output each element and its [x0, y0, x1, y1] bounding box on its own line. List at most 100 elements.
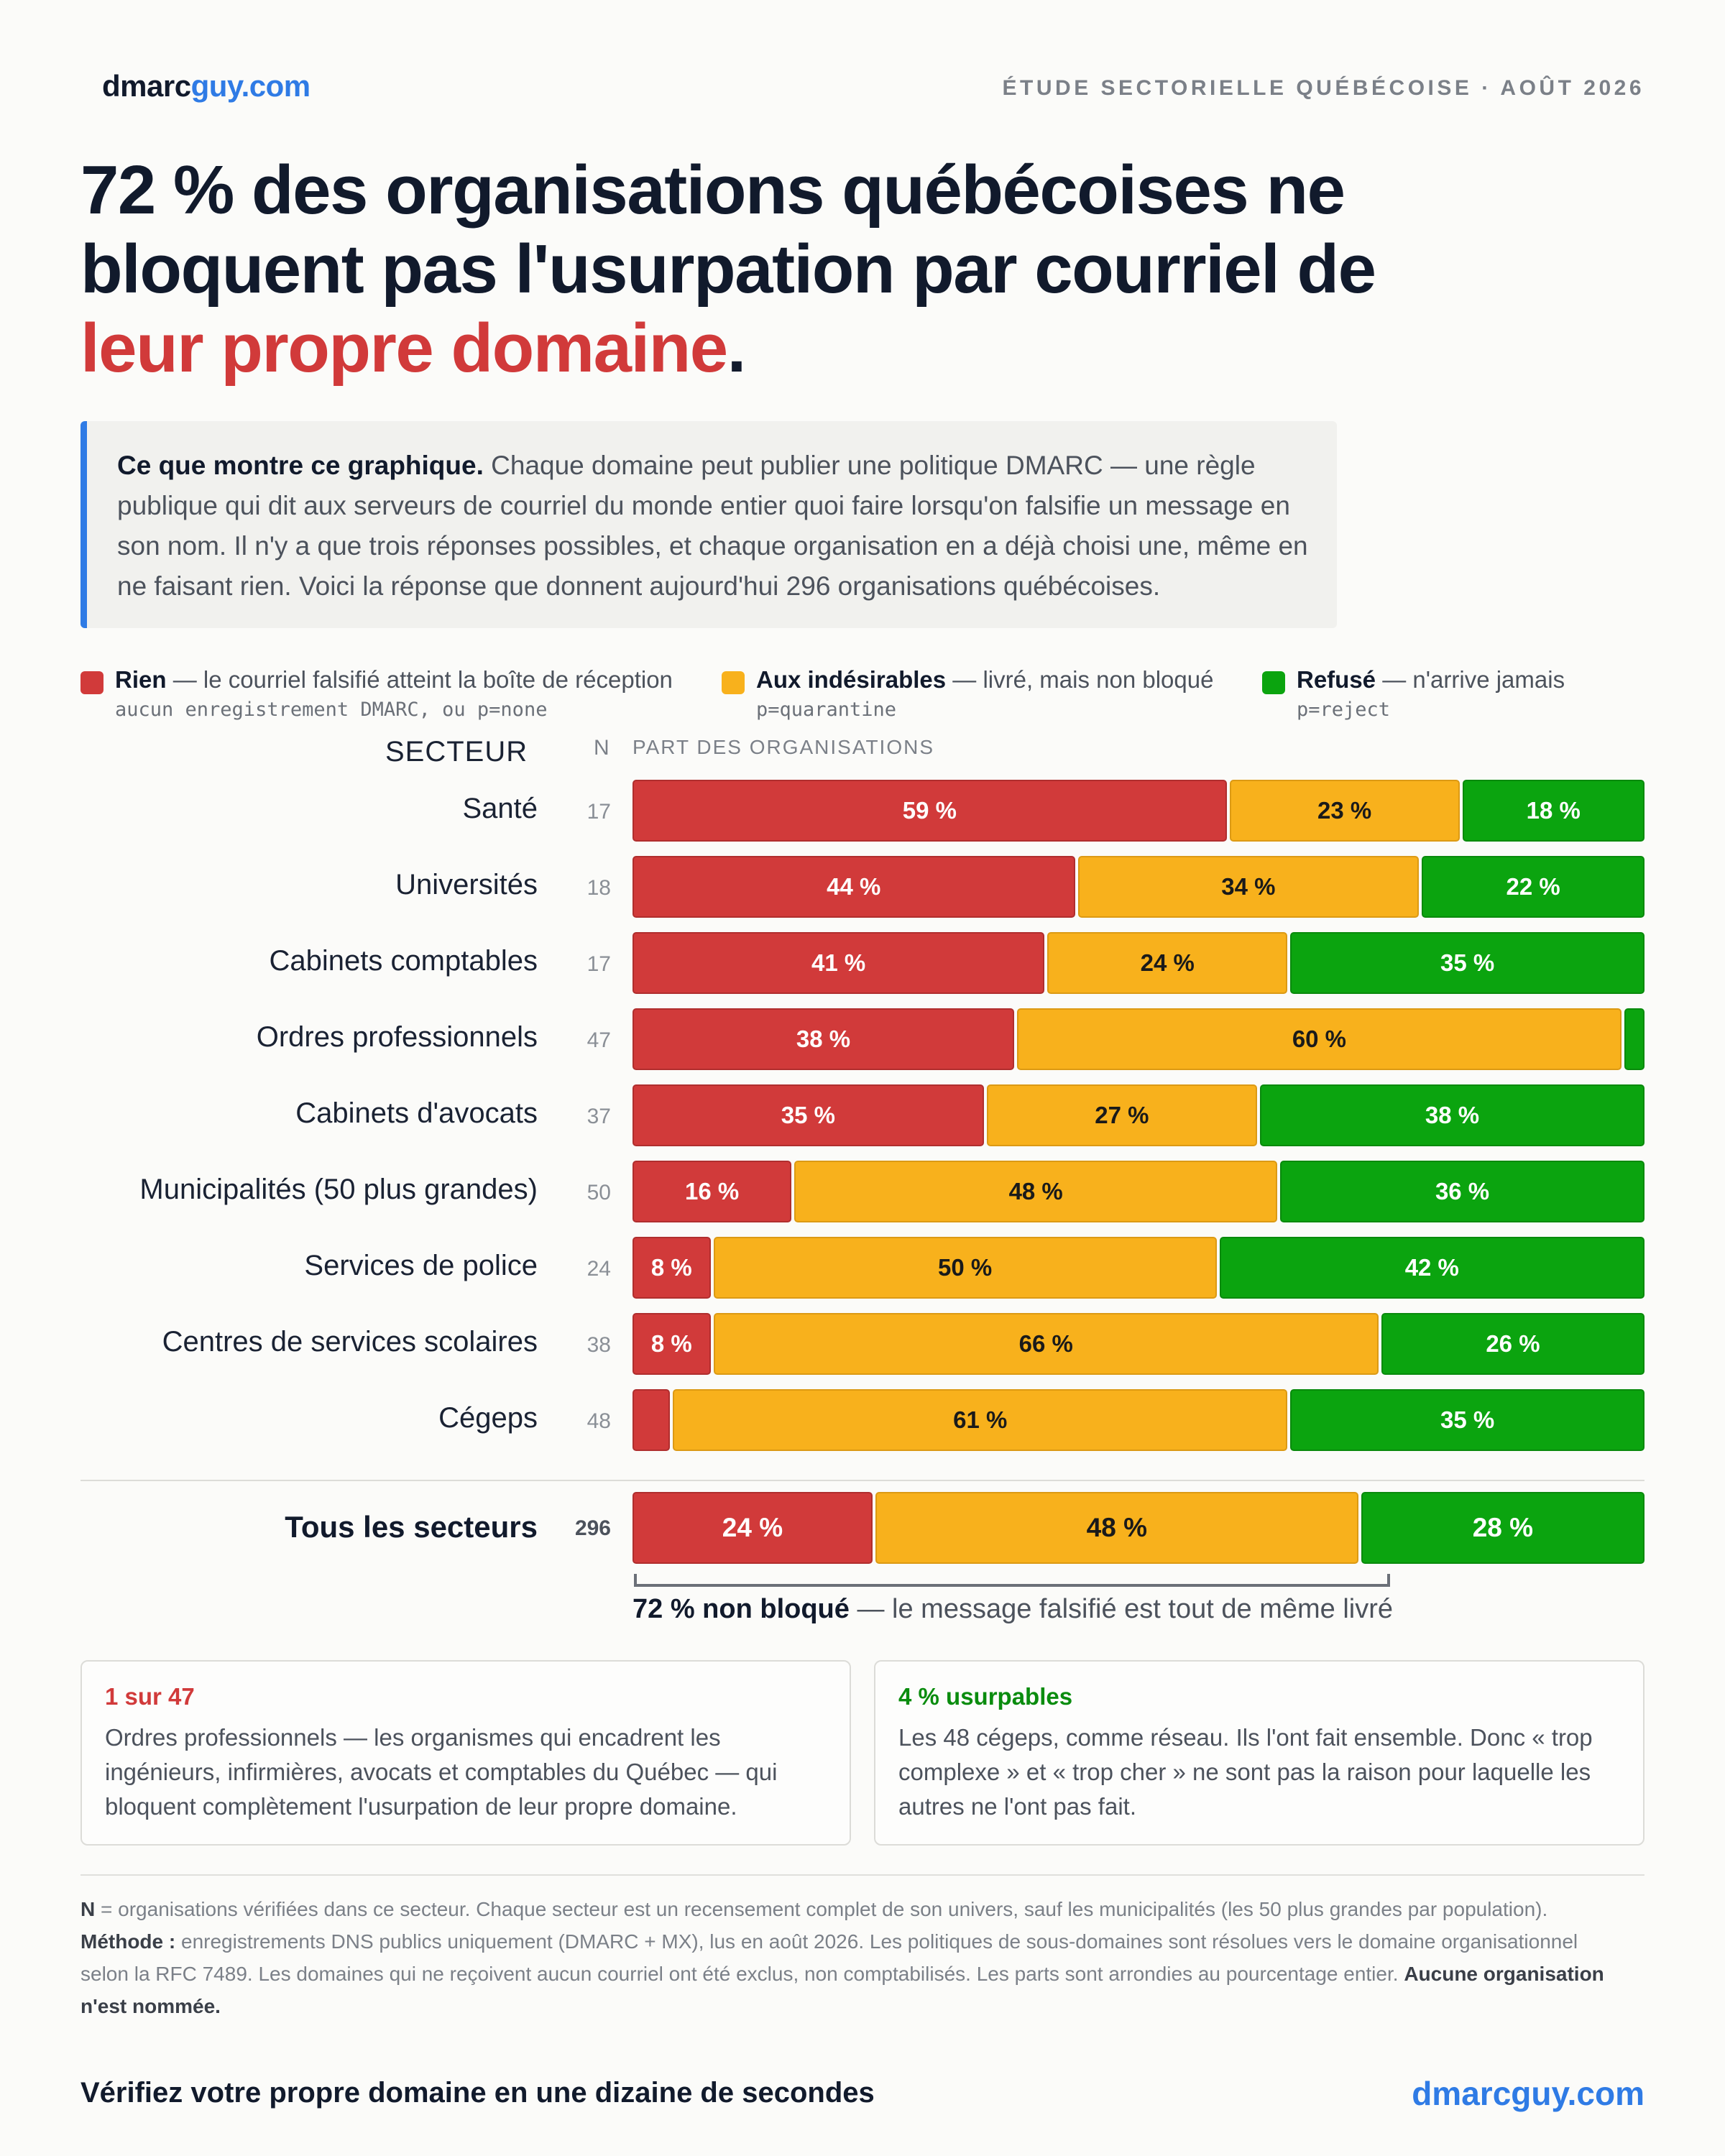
note-n-text: = organisations vérifiées dans ce secteu…: [101, 1898, 1548, 1920]
insight-card-cegeps: 4 % usurpables Les 48 cégeps, comme rése…: [874, 1660, 1644, 1846]
total-divider: [80, 1480, 1644, 1481]
intro-lead: Ce que montre ce graphique.: [117, 451, 484, 480]
bar-segment-rien: 44 %: [632, 856, 1075, 918]
bar-segment-rien: 41 %: [632, 932, 1045, 994]
sector-label: Services de police: [304, 1250, 538, 1281]
insight-card-title: 4 % usurpables: [898, 1683, 1073, 1710]
bar-value-label: 24 %: [1140, 949, 1195, 976]
bar-value-label: 35 %: [781, 1102, 835, 1128]
sector-label: Ordres professionnels: [256, 1021, 538, 1053]
bar-segment-reject: 22 %: [1422, 856, 1644, 918]
sector-label: Centres de services scolaires: [162, 1326, 538, 1358]
insight-card-body: Ordres professionnels — les organismes q…: [105, 1724, 778, 1820]
bar-value-label: 38 %: [796, 1026, 851, 1052]
bar-segment-rien: 59 %: [632, 780, 1227, 842]
logo[interactable]: dmarcguy.com: [102, 69, 310, 103]
not-blocked-bracket: [634, 1574, 1390, 1587]
sector-n: 24: [586, 1257, 611, 1281]
bar-value-label: 22 %: [1506, 873, 1560, 900]
bar-value-label: 38 %: [1425, 1102, 1480, 1128]
headline-highlight: leur propre domaine: [80, 310, 728, 387]
legend-desc-quarantine: — livré, mais non bloqué: [952, 666, 1214, 693]
bar-segment-reject: 28 %: [1361, 1492, 1644, 1564]
bar-segment-quarantine: 60 %: [1017, 1008, 1622, 1070]
legend-swatch-quarantine: [722, 671, 745, 694]
sector-label: Santé: [462, 793, 538, 824]
footer-cta: Vérifiez votre propre domaine en une diz…: [80, 2077, 875, 2109]
not-blocked-text: — le message falsifié est tout de même l…: [857, 1594, 1393, 1624]
bar-value-label: 42 %: [1404, 1254, 1459, 1281]
sector-n: 17: [586, 952, 611, 976]
bar-value-label: 16 %: [685, 1178, 740, 1204]
intro-text: Chaque domaine peut publier une politiqu…: [117, 451, 1308, 601]
bar-segment-rien: 38 %: [632, 1008, 1015, 1070]
report-kicker: Étude sectorielle québécoise · août 2026: [1002, 76, 1644, 100]
note-method-key: Méthode :: [80, 1930, 176, 1953]
bar-segment-reject: [1624, 1008, 1644, 1070]
bar-value-label: 23 %: [1317, 797, 1372, 824]
bar-segment-quarantine: 27 %: [986, 1084, 1257, 1146]
total-label: Tous les secteurs: [285, 1510, 538, 1544]
column-header-share: PART DES ORGANISATIONS: [632, 736, 935, 758]
bar-value-label: 27 %: [1095, 1102, 1149, 1128]
headline: 72 % des organisations québécoises ne bl…: [80, 151, 1554, 388]
bar-segment-quarantine: 66 %: [713, 1313, 1379, 1375]
bar-segment-rien: 8 %: [632, 1237, 711, 1299]
total-n: 296: [574, 1516, 611, 1540]
bar-value-label: 8 %: [650, 1254, 692, 1281]
not-blocked-share: 72 % non bloqué: [632, 1594, 850, 1624]
bar-segment-quarantine: 24 %: [1047, 932, 1288, 994]
bar-value-label: 24 %: [722, 1513, 783, 1542]
footer-divider: [80, 1874, 1644, 1876]
note-n-key: N: [80, 1898, 96, 1920]
bar-segment-rien: [632, 1389, 671, 1451]
sector-label: Municipalités (50 plus grandes): [139, 1174, 538, 1205]
legend-code-quarantine: p=quarantine: [756, 699, 897, 721]
bar-segment-quarantine: 50 %: [713, 1237, 1217, 1299]
bar-value-label: 44 %: [827, 873, 881, 900]
sector-label: Cégeps: [438, 1402, 538, 1434]
bar-value-label: 8 %: [650, 1330, 692, 1357]
bar-value-label: 50 %: [938, 1254, 993, 1281]
sector-n: 37: [586, 1105, 611, 1128]
sector-n: 50: [586, 1181, 611, 1204]
bar-segment-quarantine: 48 %: [875, 1492, 1358, 1564]
legend-swatch-rien: [80, 671, 104, 694]
column-header-sector: SECTEUR: [385, 736, 528, 768]
sector-n: 17: [586, 800, 611, 824]
bar-segment-quarantine: 34 %: [1077, 856, 1420, 918]
bar-value-label: 48 %: [1008, 1178, 1063, 1204]
insight-card-title: 1 sur 47: [105, 1683, 195, 1710]
insight-card-ordres: 1 sur 47 Ordres professionnels — les org…: [80, 1660, 851, 1846]
bar-segment-rien: 24 %: [632, 1492, 873, 1564]
bar-segment-reject: 26 %: [1381, 1313, 1644, 1375]
legend-code-reject: p=reject: [1297, 699, 1391, 721]
bar-value-label: 59 %: [902, 797, 957, 824]
bar-segment-rien: 35 %: [632, 1084, 984, 1146]
bar-segment-quarantine: 23 %: [1229, 780, 1460, 842]
sector-n: 48: [586, 1409, 611, 1433]
bar-segment-quarantine: 61 %: [673, 1389, 1288, 1451]
sector-label: Universités: [395, 869, 538, 900]
bar-value-label: 35 %: [1440, 949, 1495, 976]
sector-label: Cabinets comptables: [269, 945, 538, 977]
headline-end: .: [727, 310, 747, 387]
sector-n: 38: [586, 1333, 611, 1357]
bar-value-label: 28 %: [1472, 1513, 1534, 1542]
bar-value-label: 66 %: [1018, 1330, 1073, 1357]
headline-line-2: bloquent pas l'usurpation par courriel d…: [80, 231, 1376, 308]
bar-segment-reject: 42 %: [1219, 1237, 1644, 1299]
bar-segment-reject: 36 %: [1280, 1161, 1644, 1222]
legend-name-reject: Refusé: [1297, 666, 1376, 693]
legend-code-rien: aucun enregistrement DMARC, ou p=none: [115, 699, 548, 721]
sector-n: 18: [586, 876, 611, 900]
headline-line-1: 72 % des organisations québécoises ne: [80, 152, 1346, 229]
sector-n: 47: [586, 1028, 611, 1052]
legend-name-quarantine: Aux indésirables: [756, 666, 947, 693]
bar-value-label: 60 %: [1292, 1026, 1347, 1052]
footer-link[interactable]: dmarcguy.com: [1412, 2075, 1644, 2112]
bar-value-label: 41 %: [811, 949, 866, 976]
methodology-notes: N = organisations vérifiées dans ce sect…: [80, 1893, 1626, 2022]
column-header-n: N: [594, 736, 610, 760]
bar-value-label: 18 %: [1526, 797, 1581, 824]
